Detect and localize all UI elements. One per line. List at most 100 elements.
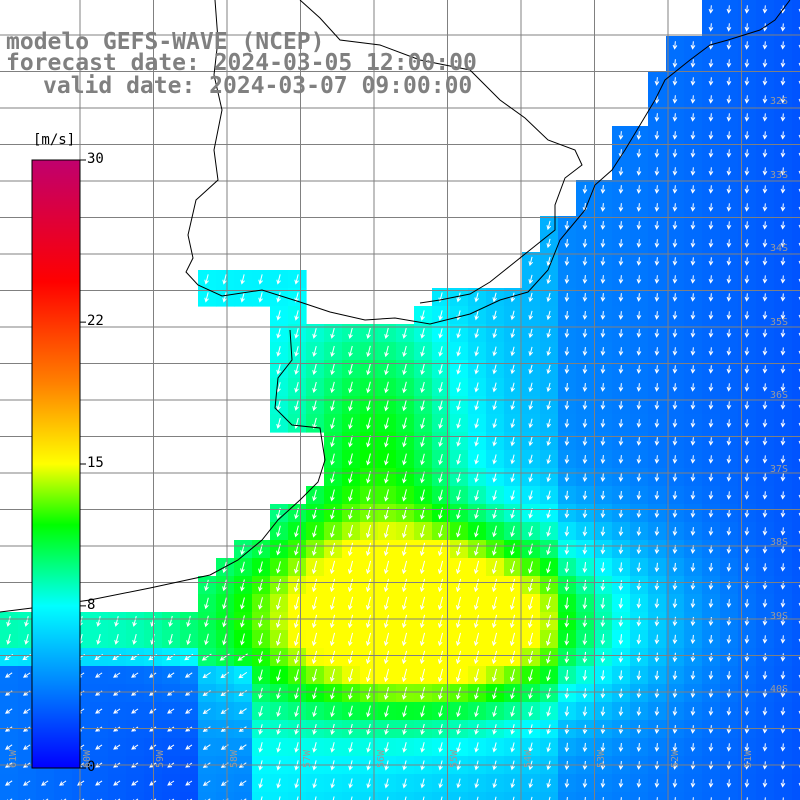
wind-arrow xyxy=(582,383,588,392)
wind-arrow xyxy=(365,524,372,539)
field-cell xyxy=(792,216,800,235)
wind-arrow xyxy=(528,705,533,717)
wind-arrow xyxy=(564,597,570,610)
wind-arrow xyxy=(708,23,714,32)
wind-arrow xyxy=(708,257,714,266)
wind-arrow xyxy=(348,778,353,789)
wind-arrow xyxy=(420,705,425,718)
wind-arrow xyxy=(726,383,732,392)
wind-arrow xyxy=(510,705,515,718)
wind-arrow xyxy=(455,614,462,629)
wind-arrow xyxy=(654,706,660,717)
wind-arrow xyxy=(636,634,642,645)
wind-arrow xyxy=(744,599,750,608)
wind-arrow xyxy=(708,131,714,140)
wind-arrow xyxy=(744,113,750,122)
wind-arrow xyxy=(402,399,407,412)
field-cell xyxy=(792,774,800,793)
wind-arrow xyxy=(708,149,714,158)
wind-arrow xyxy=(492,328,497,339)
wind-arrow xyxy=(636,167,642,176)
wind-arrow xyxy=(330,381,335,394)
wind-arrow xyxy=(510,364,516,375)
wind-arrow xyxy=(347,560,354,575)
wind-arrow xyxy=(710,797,712,800)
wind-arrow xyxy=(114,615,119,627)
wind-arrow xyxy=(672,743,678,752)
wind-arrow xyxy=(744,455,750,464)
wind-arrow xyxy=(780,167,786,176)
wind-arrow xyxy=(202,708,211,714)
wind-arrow xyxy=(528,490,533,501)
wind-arrow xyxy=(690,437,696,446)
wind-arrow xyxy=(726,329,732,338)
wind-arrow xyxy=(312,687,317,700)
wind-arrow xyxy=(564,383,570,392)
wind-arrow xyxy=(726,23,732,32)
field-cell xyxy=(540,792,559,800)
wind-arrow xyxy=(222,292,227,303)
wind-arrow xyxy=(618,347,624,356)
wind-arrow xyxy=(24,633,29,645)
wind-arrow xyxy=(474,543,479,556)
wind-arrow xyxy=(636,383,642,392)
wind-arrow xyxy=(672,509,678,518)
wind-arrow xyxy=(762,653,768,662)
wind-arrow xyxy=(294,543,299,556)
wind-arrow xyxy=(564,742,570,753)
wind-arrow xyxy=(780,743,786,752)
wind-arrow xyxy=(276,400,281,411)
wind-arrow xyxy=(330,453,335,466)
wind-arrow xyxy=(276,346,281,357)
field-cell xyxy=(0,792,19,800)
wind-arrow xyxy=(654,311,660,320)
wind-arrow xyxy=(41,780,49,786)
field-cell xyxy=(180,792,199,800)
wind-arrow xyxy=(762,365,768,374)
field-cell xyxy=(648,792,667,800)
field-cell xyxy=(288,792,307,800)
wind-arrow xyxy=(744,275,750,284)
wind-arrow xyxy=(654,491,660,500)
wind-arrow xyxy=(402,381,407,394)
wind-arrow xyxy=(672,455,678,464)
wind-arrow xyxy=(638,797,640,800)
wind-arrow xyxy=(762,131,768,140)
wind-arrow xyxy=(708,95,714,104)
wind-arrow xyxy=(402,742,407,753)
wind-arrow xyxy=(600,311,606,320)
wind-arrow xyxy=(546,454,552,465)
wind-arrow xyxy=(510,778,516,789)
wind-arrow xyxy=(618,562,624,573)
wind-arrow xyxy=(672,616,678,627)
longitude-label: 55W xyxy=(449,749,460,768)
wind-arrow xyxy=(582,293,588,302)
wind-arrow xyxy=(780,113,786,122)
wind-arrow xyxy=(186,615,191,628)
wind-arrow xyxy=(762,329,768,338)
wind-arrow xyxy=(492,418,497,429)
wind-arrow xyxy=(528,346,534,357)
wind-arrow xyxy=(762,563,768,572)
wind-arrow xyxy=(744,527,750,536)
wind-arrow xyxy=(401,560,408,575)
wind-arrow xyxy=(330,525,335,538)
wind-arrow xyxy=(419,614,426,629)
wind-arrow xyxy=(114,634,119,645)
wind-arrow xyxy=(492,687,497,700)
wind-arrow xyxy=(528,650,534,664)
wind-arrow xyxy=(294,525,299,538)
wind-arrow xyxy=(744,779,750,788)
wind-arrow xyxy=(348,363,353,376)
wind-arrow xyxy=(618,131,624,140)
wind-arrow xyxy=(654,688,660,699)
wind-arrow xyxy=(564,508,570,519)
wind-arrow xyxy=(762,509,768,518)
wind-arrow xyxy=(582,579,588,592)
wind-arrow xyxy=(438,778,443,789)
wind-arrow xyxy=(726,77,732,86)
wind-arrow xyxy=(419,668,426,683)
wind-arrow xyxy=(654,473,660,482)
wind-arrow xyxy=(762,239,768,248)
wind-arrow xyxy=(726,401,732,410)
